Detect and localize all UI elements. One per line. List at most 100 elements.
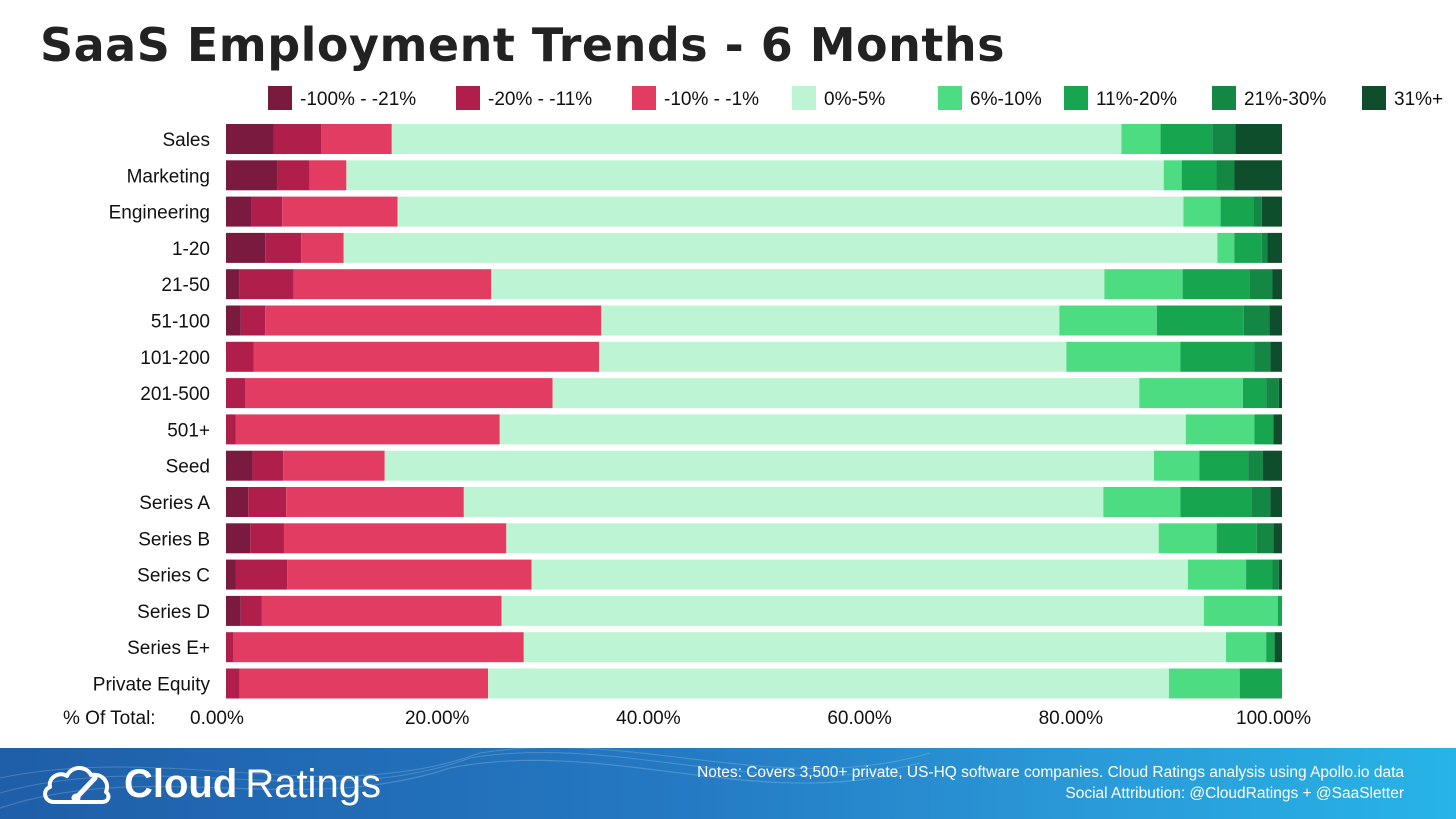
bar-series-e-seg-4 (523, 632, 1227, 663)
bar-series-c-seg-4 (531, 559, 1188, 590)
bar-101-200-seg-4 (599, 341, 1067, 372)
category-label-sales: Sales (162, 130, 210, 151)
bar-seed-seg-8 (1262, 450, 1282, 481)
bar-51-100-seg-5 (1059, 305, 1157, 336)
x-axis-label: % Of Total: (63, 708, 156, 729)
category-label-series-c: Series C (137, 566, 210, 587)
bar-sales-seg-8 (1235, 124, 1282, 154)
bar-series-a-seg-8 (1270, 487, 1282, 517)
bar-series-b-seg-7 (1256, 523, 1274, 554)
bar-1-20-seg-1 (226, 232, 266, 263)
bar-marketing-seg-4 (346, 160, 1164, 191)
footer-banner: Cloud Ratings Notes: Covers 3,500+ privat… (0, 748, 1456, 819)
category-label-1-20: 1-20 (172, 239, 210, 260)
category-label-engineering: Engineering (109, 203, 210, 224)
bar-501-seg-8 (1273, 414, 1282, 445)
bar-series-e-seg-5 (1226, 632, 1267, 663)
bar-series-a-seg-5 (1103, 487, 1181, 517)
bar-1-20-seg-6 (1234, 232, 1262, 263)
bar-sales-seg-1 (226, 124, 274, 154)
brand[interactable]: Cloud Ratings (40, 758, 381, 810)
bar-marketing-seg-3 (309, 160, 347, 191)
bar-21-50-seg-4 (491, 269, 1105, 300)
bar-series-a-seg-7 (1251, 487, 1271, 517)
bar-private-equity-seg-6 (1239, 668, 1282, 699)
x-tick-label-1: 0.00% (190, 708, 244, 729)
bar-series-b-seg-3 (283, 523, 507, 554)
bar-1-20-seg-3 (301, 232, 344, 263)
bar-sales-seg-2 (273, 124, 322, 154)
x-tick-label-3: 40.00% (616, 708, 681, 729)
attribution-text: Social Attribution: @CloudRatings + @Saa… (1065, 785, 1404, 802)
bar-201-500-seg-7 (1266, 378, 1279, 409)
bar-seed-seg-4 (384, 450, 1154, 481)
bars (226, 124, 1282, 699)
category-label-series-b: Series B (138, 529, 210, 550)
bar-seed-seg-1 (226, 450, 253, 481)
bar-series-e-seg-8 (1274, 632, 1282, 663)
bar-engineering-seg-5 (1183, 196, 1221, 227)
bar-series-d-seg-6 (1277, 595, 1282, 626)
bar-engineering-seg-3 (282, 196, 398, 227)
bar-private-equity-seg-4 (488, 668, 1169, 699)
legend-swatch-2 (456, 86, 480, 110)
bar-1-20-seg-4 (343, 232, 1218, 263)
x-axis: % Of Total: 0.00% 20.00% 40.00% 60.00% 80.00… (63, 708, 1311, 729)
bar-seed-seg-6 (1199, 450, 1249, 481)
category-label-marketing: Marketing (127, 166, 210, 187)
bar-series-c-seg-1 (226, 559, 236, 590)
notes-text: Notes: Covers 3,500+ private, US-HQ soft… (697, 764, 1404, 781)
bar-series-b-seg-6 (1216, 523, 1257, 554)
bar-21-50-seg-2 (239, 269, 294, 300)
bar-series-a-seg-4 (463, 487, 1104, 517)
bar-series-a-seg-2 (248, 487, 287, 517)
brand-name: Cloud Ratings (124, 762, 381, 807)
bar-series-d-seg-3 (261, 595, 502, 626)
bar-201-500-seg-6 (1242, 378, 1267, 409)
bar-marketing-seg-5 (1163, 160, 1182, 191)
bar-engineering-seg-1 (226, 196, 252, 227)
bar-sales-seg-4 (391, 124, 1122, 154)
bar-seed-seg-5 (1153, 450, 1200, 481)
bar-series-e-seg-2 (226, 632, 234, 663)
legend-swatch-4 (792, 86, 816, 110)
legend-label-1: -100% - -21% (300, 89, 416, 110)
bar-501-seg-4 (499, 414, 1186, 445)
bar-21-50-seg-3 (293, 269, 492, 300)
bar-101-200-seg-5 (1066, 341, 1181, 372)
footer-notes: Notes: Covers 3,500+ private, US-HQ soft… (697, 762, 1404, 804)
bar-21-50-seg-6 (1182, 269, 1250, 300)
category-label-201-500: 201-500 (140, 384, 210, 405)
x-tick-label-5: 80.00% (1039, 708, 1104, 729)
bar-101-200-seg-8 (1270, 341, 1282, 372)
legend-label-2: -20% - -11% (488, 89, 592, 110)
bar-marketing-seg-6 (1181, 160, 1217, 191)
bar-201-500-seg-8 (1278, 378, 1282, 409)
bar-seed-seg-2 (252, 450, 284, 481)
bar-series-b-seg-4 (506, 523, 1159, 554)
category-label-21-50: 21-50 (161, 275, 210, 296)
decorative-swirl (0, 748, 931, 809)
bar-series-b-seg-2 (250, 523, 284, 554)
bar-series-c-seg-8 (1278, 559, 1282, 590)
category-label-seed: Seed (166, 457, 210, 478)
bar-21-50-seg-1 (226, 269, 240, 300)
bar-51-100-seg-8 (1269, 305, 1282, 336)
bar-seed-seg-3 (283, 450, 385, 481)
bar-sales-seg-6 (1160, 124, 1213, 154)
bar-51-100-seg-4 (601, 305, 1060, 336)
bar-21-50-seg-7 (1249, 269, 1273, 300)
bar-101-200-seg-6 (1180, 341, 1255, 372)
category-label-51-100: 51-100 (151, 312, 210, 333)
category-label-private-equity: Private Equity (93, 675, 211, 696)
bar-1-20-seg-5 (1217, 232, 1235, 263)
bar-private-equity-seg-2 (226, 668, 240, 699)
bar-201-500-seg-3 (245, 378, 553, 409)
bar-1-20-seg-2 (265, 232, 302, 263)
legend-swatch-3 (632, 86, 656, 110)
category-label-series-e: Series E+ (127, 638, 210, 659)
bar-series-d-seg-2 (240, 595, 262, 626)
legend-label-5: 6%-10% (970, 89, 1042, 110)
bar-marketing-seg-1 (226, 160, 278, 191)
bar-501-seg-6 (1254, 414, 1274, 445)
